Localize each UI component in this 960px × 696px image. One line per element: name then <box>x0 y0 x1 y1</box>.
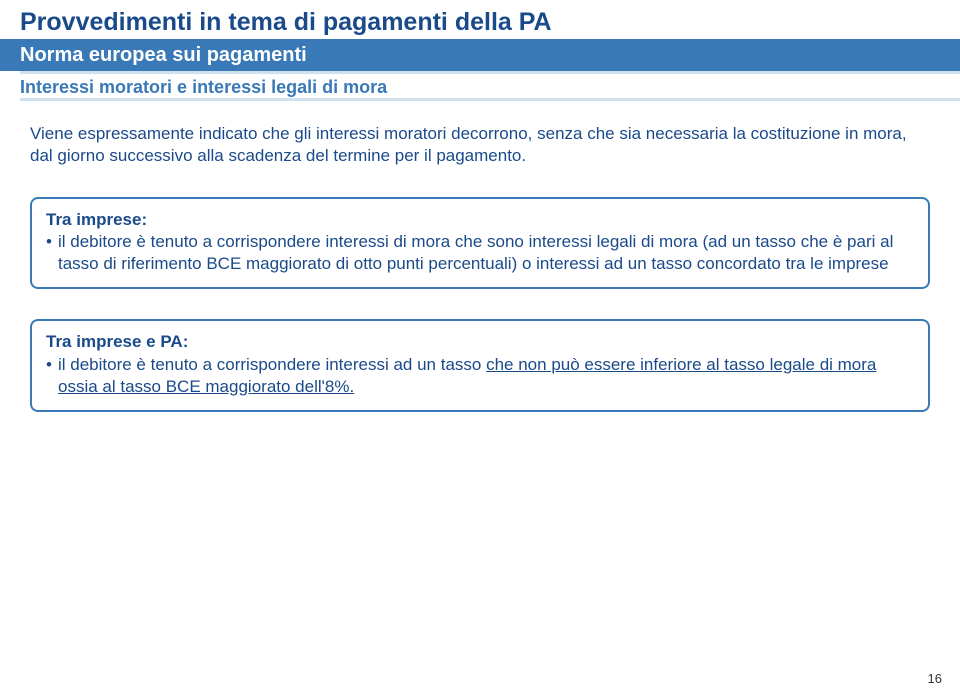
page-title: Provvedimenti in tema di pagamenti della… <box>20 8 940 39</box>
bullet-dot: • <box>46 231 58 275</box>
box2-bullet: • il debitore è tenuto a corrispondere i… <box>46 354 914 398</box>
subtitle2-wrap: Interessi moratori e interessi legali di… <box>0 74 960 98</box>
bullet-dot: • <box>46 354 58 398</box>
box1-bullet: • il debitore è tenuto a corrispondere i… <box>46 231 914 275</box>
subtitle-text: Norma europea sui pagamenti <box>20 44 307 66</box>
box1-bullet-text: il debitore è tenuto a corrispondere int… <box>58 231 914 275</box>
box2-title: Tra imprese e PA: <box>46 331 914 353</box>
box1-title: Tra imprese: <box>46 209 914 231</box>
intro-paragraph: Viene espressamente indicato che gli int… <box>0 101 960 167</box>
box2-bullet-prefix: il debitore è tenuto a corrispondere int… <box>58 355 486 374</box>
subtitle-band: Norma europea sui pagamenti <box>0 42 960 71</box>
box-tra-imprese-pa: Tra imprese e PA: • il debitore è tenuto… <box>30 319 930 411</box>
page-number: 16 <box>928 671 942 686</box>
subtitle2: Interessi moratori e interessi legali di… <box>20 77 940 98</box>
box2-bullet-text: il debitore è tenuto a corrispondere int… <box>58 354 914 398</box>
header: Provvedimenti in tema di pagamenti della… <box>0 0 960 39</box>
box-tra-imprese: Tra imprese: • il debitore è tenuto a co… <box>30 197 930 289</box>
